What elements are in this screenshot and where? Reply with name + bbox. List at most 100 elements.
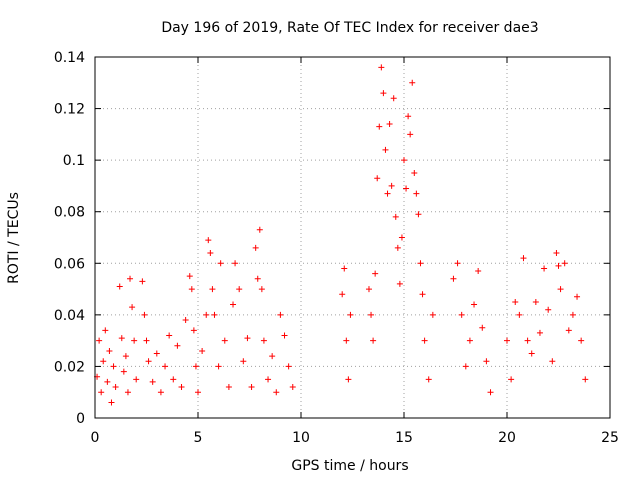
data-point	[277, 311, 284, 318]
data-point	[454, 260, 461, 267]
data-point	[254, 275, 261, 282]
data-point	[100, 358, 107, 365]
data-point	[141, 311, 148, 318]
data-point	[153, 350, 160, 357]
data-point	[102, 327, 109, 334]
data-point	[215, 363, 222, 370]
data-point	[417, 260, 424, 267]
data-point	[376, 123, 383, 130]
data-point	[390, 95, 397, 102]
data-point	[98, 389, 105, 396]
data-point	[401, 157, 407, 164]
data-point	[256, 226, 263, 233]
data-point	[207, 249, 214, 256]
data-point	[260, 337, 267, 344]
data-point	[269, 353, 276, 360]
y-axis-label: ROTI / TECUs	[6, 192, 22, 284]
data-point	[232, 260, 239, 267]
data-point	[411, 170, 418, 177]
data-point	[565, 327, 572, 334]
y-tick-label: 0.14	[54, 50, 85, 66]
data-point	[365, 286, 372, 293]
data-point	[384, 190, 391, 197]
data-point	[396, 280, 403, 287]
data-point	[516, 311, 523, 318]
data-point	[512, 298, 519, 305]
data-point	[118, 335, 125, 342]
data-point	[205, 237, 212, 244]
data-point	[407, 131, 414, 138]
x-tick-label: 10	[292, 430, 310, 446]
data-point	[108, 399, 115, 406]
plot-frame	[94, 56, 611, 419]
data-point	[403, 185, 410, 192]
data-point	[188, 286, 195, 293]
data-point	[178, 384, 185, 391]
data-point	[532, 298, 539, 305]
data-point	[106, 347, 113, 354]
data-point	[520, 255, 527, 262]
x-tick-label: 25	[601, 430, 619, 446]
data-point	[421, 337, 428, 344]
data-point	[549, 358, 556, 365]
data-point	[475, 268, 482, 275]
data-point	[129, 304, 136, 311]
data-point	[553, 249, 560, 256]
data-point	[378, 64, 385, 71]
data-point	[528, 350, 535, 357]
data-point	[166, 332, 173, 339]
data-point	[450, 275, 457, 282]
data-point	[339, 291, 346, 298]
data-point	[122, 353, 129, 360]
data-point	[483, 358, 490, 365]
data-point	[388, 182, 395, 189]
data-point	[211, 311, 218, 318]
data-point	[149, 378, 156, 385]
data-point	[370, 337, 377, 344]
data-point	[145, 358, 152, 365]
data-point	[209, 286, 216, 293]
data-point	[174, 342, 181, 349]
data-point	[281, 332, 288, 339]
data-point	[133, 376, 140, 383]
data-point	[536, 329, 543, 336]
data-points	[94, 64, 589, 406]
data-point	[225, 384, 232, 391]
data-point	[374, 175, 381, 182]
data-point	[429, 311, 436, 318]
data-point	[557, 286, 564, 293]
data-point	[221, 337, 228, 344]
data-point	[574, 293, 581, 300]
x-tick-label: 20	[498, 430, 516, 446]
data-point	[569, 311, 576, 318]
data-point	[555, 262, 562, 269]
x-tick-label: 5	[194, 430, 203, 446]
data-point	[265, 376, 272, 383]
data-point	[170, 376, 177, 383]
data-point	[368, 311, 375, 318]
y-tick-label: 0.04	[54, 308, 85, 324]
data-point	[394, 244, 401, 251]
data-point	[96, 337, 103, 344]
data-point	[116, 283, 123, 290]
x-tick-label: 15	[395, 430, 413, 446]
data-point	[341, 265, 348, 272]
data-point	[541, 265, 548, 272]
data-point	[561, 260, 568, 267]
data-point	[545, 306, 552, 313]
x-axis-label: GPS time / hours	[291, 458, 408, 474]
y-tick-label: 0.08	[54, 205, 85, 221]
y-tick-label: 0	[76, 411, 85, 427]
data-point	[380, 90, 387, 97]
data-point	[345, 376, 352, 383]
data-point	[143, 337, 150, 344]
data-point	[248, 384, 255, 391]
data-point	[273, 389, 280, 396]
x-axis-ticks: 0 5 10 15 20 25	[91, 57, 619, 446]
data-point	[578, 337, 585, 344]
data-point	[195, 389, 201, 396]
data-point	[240, 358, 247, 365]
data-point	[458, 311, 465, 318]
data-point	[479, 324, 486, 331]
data-point	[127, 275, 134, 282]
